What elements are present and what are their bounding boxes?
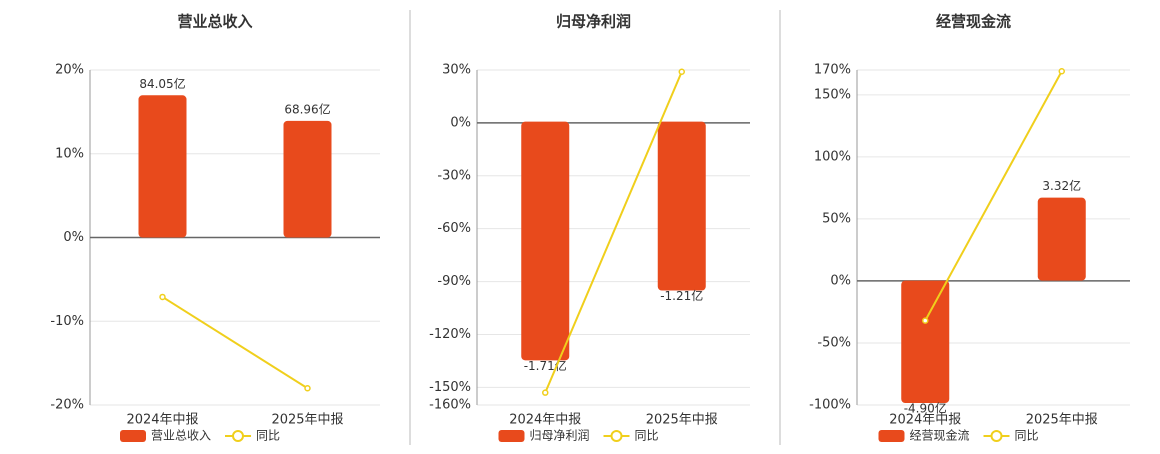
legend-swatch <box>120 430 146 442</box>
y-tick-label: 0% <box>830 273 851 288</box>
bar <box>657 121 706 291</box>
value-label: -1.21亿 <box>660 288 703 303</box>
y-tick-label: 10% <box>55 146 84 161</box>
bar <box>521 121 570 361</box>
legend-swatch <box>498 430 525 442</box>
line-point <box>922 317 929 324</box>
chart-title: 营业总收入 <box>177 13 252 31</box>
y-tick-label: 50% <box>822 211 851 226</box>
y-tick-label: -50% <box>817 335 851 350</box>
bar <box>901 280 950 404</box>
legend-swatch <box>990 430 1003 442</box>
x-tick-label: 2025年中报 <box>1026 413 1098 428</box>
bar <box>138 95 187 238</box>
bar <box>1037 197 1086 281</box>
legend-label: 同比 <box>256 429 280 443</box>
line <box>544 71 683 394</box>
legend-swatch <box>878 430 905 442</box>
line-point <box>1058 67 1065 75</box>
y-tick-label: -60% <box>437 221 471 236</box>
y-tick-label: 0% <box>450 115 471 130</box>
chart-title: 经营现金流 <box>936 13 1011 31</box>
legend-label: 经营现金流 <box>910 428 970 443</box>
legend-label: 同比 <box>1015 429 1039 443</box>
value-label: 3.32亿 <box>1042 178 1081 193</box>
legend-label: 营业总收入 <box>151 429 211 443</box>
x-tick-label: 2024年中报 <box>126 413 198 428</box>
line <box>924 70 1063 322</box>
y-tick-label: 150% <box>814 87 851 102</box>
y-tick-label: 0% <box>63 230 84 245</box>
line-point <box>304 385 311 392</box>
y-tick-label: -90% <box>437 274 471 289</box>
x-tick-label: 2024年中报 <box>509 413 581 428</box>
line-point <box>159 293 166 301</box>
y-tick-label: 100% <box>814 149 851 164</box>
y-tick-label: 20% <box>55 63 84 78</box>
value-label: 84.05亿 <box>139 76 185 91</box>
y-tick-label: -160% <box>429 398 471 413</box>
legend-label: 同比 <box>635 429 659 443</box>
chart-title: 归母净利润 <box>556 13 631 31</box>
x-tick-label: 2025年中报 <box>646 413 718 428</box>
value-label: -1.71亿 <box>524 358 567 373</box>
x-tick-label: 2025年中报 <box>271 413 343 428</box>
y-tick-label: -120% <box>429 327 471 342</box>
y-tick-label: -150% <box>429 380 471 395</box>
line-point <box>678 68 685 76</box>
y-tick-label: -10% <box>50 314 84 329</box>
y-tick-label: 30% <box>442 63 471 78</box>
y-tick-label: -20% <box>50 398 84 413</box>
y-tick-label: 170% <box>814 63 851 78</box>
value-label: -4.90亿 <box>904 401 947 416</box>
legend-swatch <box>610 430 623 442</box>
line-point <box>542 389 549 396</box>
x-tick-label: 2024年中报 <box>889 413 961 428</box>
y-tick-label: -30% <box>437 168 471 183</box>
legend-swatch <box>232 430 244 442</box>
y-tick-label: -100% <box>809 398 851 413</box>
bar <box>283 120 332 238</box>
line <box>161 296 309 390</box>
legend-label: 归母净利润 <box>530 429 590 443</box>
value-label: 68.96亿 <box>284 101 330 116</box>
